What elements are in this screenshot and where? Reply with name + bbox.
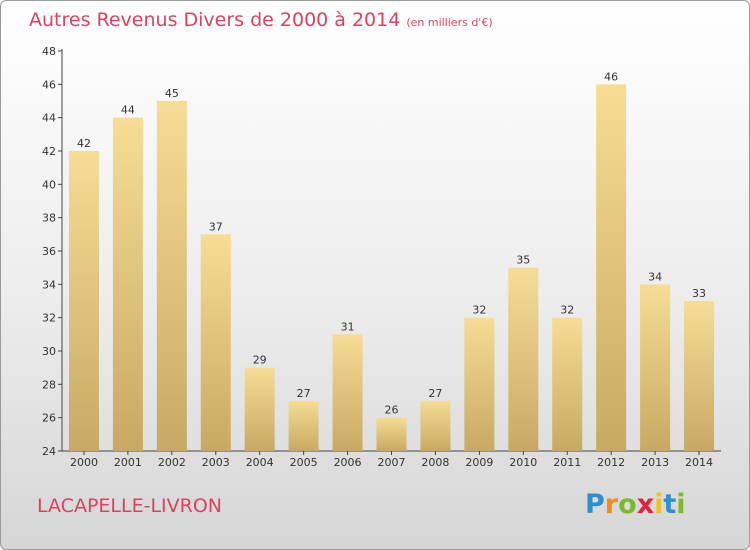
bar [596,84,627,451]
logo-letter: i [654,489,664,520]
data-label: 34 [648,270,662,283]
chart-title-text: Autres Revenus Divers de 2000 à 2014 [29,9,401,31]
y-tick-label: 48 [42,45,56,58]
bar [464,317,495,451]
logo-letter: r [604,489,619,520]
data-label: 27 [297,387,311,400]
data-label: 46 [604,70,618,83]
bar [156,101,187,451]
data-label: 29 [253,354,267,367]
data-label: 33 [692,287,706,300]
x-tick-label: 2000 [70,456,98,469]
y-tick-label: 46 [42,78,56,91]
proxiti-logo: Proxiti [585,489,686,520]
y-tick-label: 42 [42,145,56,158]
y-tick-label: 28 [42,378,56,391]
logo-letter: P [585,489,605,520]
logo-letter: i [676,489,686,520]
bar [200,234,231,451]
data-label: 45 [165,87,179,100]
x-tick-label: 2009 [465,456,493,469]
y-tick-label: 44 [42,112,56,125]
logo-letter: o [618,489,637,520]
y-tick-label: 34 [42,278,56,291]
place-name: LACAPELLE-LIVRON [37,495,222,517]
x-tick-label: 2011 [553,456,581,469]
x-tick-label: 2006 [334,456,362,469]
chart-title: Autres Revenus Divers de 2000 à 2014 (en … [29,9,493,31]
bar [508,267,539,451]
y-tick-label: 38 [42,212,56,225]
y-tick-label: 36 [42,245,56,258]
bar [640,284,671,451]
data-label: 37 [209,220,223,233]
y-tick-label: 26 [42,412,56,425]
data-label: 32 [472,304,486,317]
y-tick-label: 24 [42,445,56,458]
bar [376,417,407,451]
bar [112,117,143,452]
x-tick-label: 2012 [597,456,625,469]
chart-unit: (en milliers d'€) [406,16,493,29]
data-label: 32 [560,304,574,317]
x-tick-label: 2007 [378,456,406,469]
x-tick-label: 2014 [685,456,713,469]
bar [684,301,715,451]
data-label: 35 [516,254,530,267]
bar [68,151,99,451]
bar [420,401,451,451]
logo-letter: t [663,489,677,520]
bar [244,367,275,451]
x-tick-label: 2010 [509,456,537,469]
x-tick-label: 2005 [290,456,318,469]
data-label: 44 [121,104,135,117]
x-tick-label: 2004 [246,456,274,469]
y-tick-label: 30 [42,345,56,358]
x-tick-label: 2001 [114,456,142,469]
bar [288,401,319,451]
x-tick-label: 2002 [158,456,186,469]
data-label: 31 [341,320,355,333]
bar [332,334,363,451]
logo-letter: x [636,489,655,520]
x-tick-label: 2013 [641,456,669,469]
data-label: 27 [428,387,442,400]
data-label: 42 [77,137,91,150]
data-label: 26 [385,404,399,417]
x-tick-label: 2003 [202,456,230,469]
y-tick-label: 32 [42,312,56,325]
bar [552,317,583,451]
x-tick-label: 2008 [421,456,449,469]
y-tick-label: 40 [42,178,56,191]
